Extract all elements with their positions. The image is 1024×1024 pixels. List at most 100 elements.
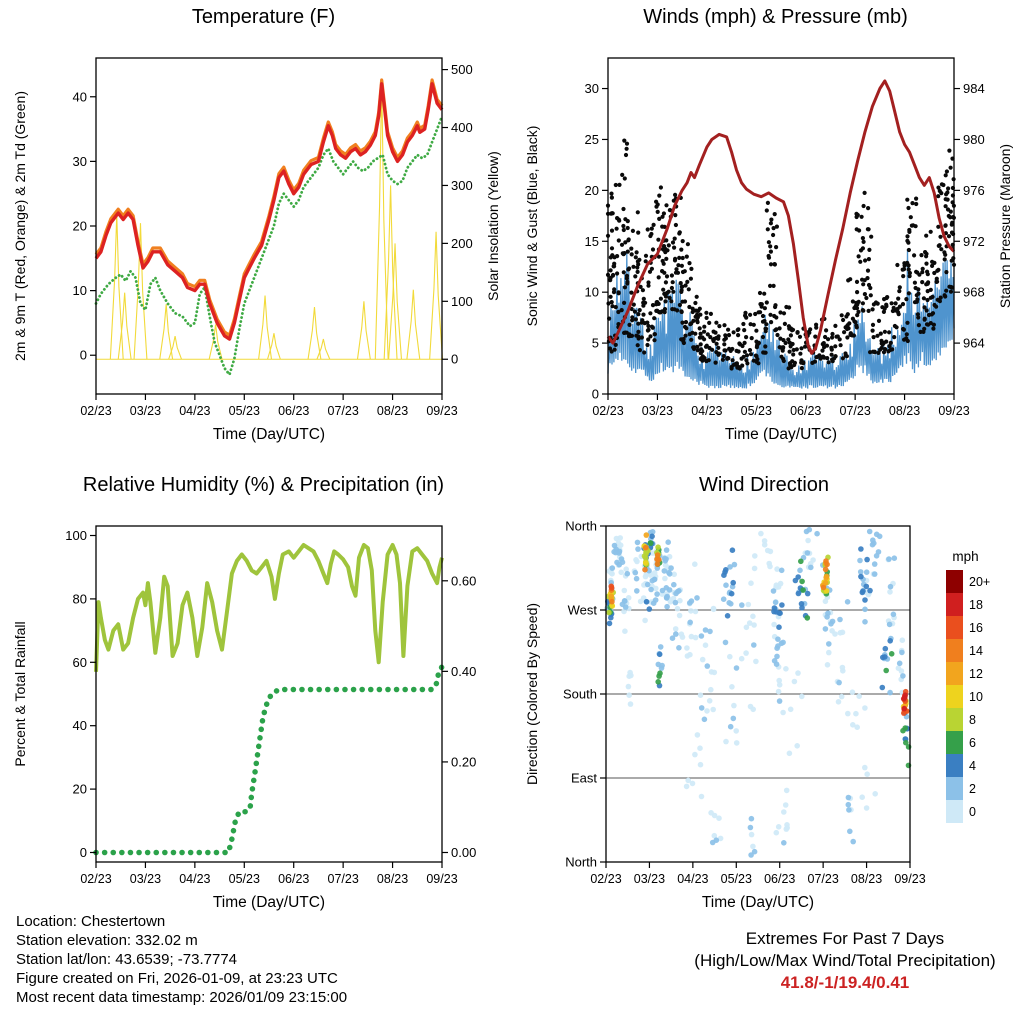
svg-text:25: 25 — [585, 132, 599, 147]
svg-text:Station Pressure (Maroon): Station Pressure (Maroon) — [997, 144, 1013, 308]
svg-text:6: 6 — [969, 736, 976, 750]
svg-text:Sonic Wind & Gust (Blue, Black: Sonic Wind & Gust (Blue, Black) — [524, 126, 540, 327]
svg-text:4: 4 — [969, 759, 976, 773]
station-info: Location: Chestertown Station elevation:… — [16, 912, 347, 1007]
svg-text:East: East — [571, 771, 597, 786]
svg-text:09/23: 09/23 — [894, 872, 925, 886]
svg-text:02/23: 02/23 — [80, 404, 111, 418]
svg-text:0: 0 — [451, 352, 458, 367]
wind-direction-chart: 02/23 03/23 04/23 05/23 06/23 07/23 08/23 09/23… — [524, 519, 990, 912]
svg-text:mph: mph — [952, 549, 978, 564]
svg-text:03/23: 03/23 — [130, 872, 161, 886]
svg-text:80: 80 — [73, 591, 87, 606]
svg-text:09/23: 09/23 — [426, 872, 457, 886]
svg-text:0: 0 — [969, 805, 976, 819]
svg-text:Time (Day/UTC): Time (Day/UTC) — [702, 894, 814, 911]
svg-text:14: 14 — [969, 644, 983, 658]
data-timestamp: Most recent data timestamp: 2026/01/09 2… — [16, 989, 348, 1006]
svg-text:07/23: 07/23 — [808, 872, 839, 886]
svg-text:Time (Day/UTC): Time (Day/UTC) — [213, 894, 325, 911]
svg-text:04/23: 04/23 — [179, 872, 210, 886]
svg-text:300: 300 — [451, 178, 473, 193]
svg-text:500: 500 — [451, 62, 473, 77]
figure-created: Figure created on Fri, 2026-01-09, at 23… — [16, 970, 338, 987]
svg-text:0: 0 — [592, 387, 599, 402]
svg-text:0.40: 0.40 — [451, 664, 476, 679]
svg-text:03/23: 03/23 — [634, 872, 665, 886]
svg-text:Percent & Total Rainfall: Percent & Total Rainfall — [12, 621, 28, 766]
svg-text:North: North — [565, 855, 597, 870]
winds-pressure-chart: 02/23 03/23 04/23 05/23 06/23 07/23 08/23 09/23… — [524, 57, 1013, 443]
svg-text:0.20: 0.20 — [451, 754, 476, 769]
wind-direction-panel: Wind Direction 02/23 03/23 04/23 05/23 06/23… — [520, 474, 1020, 920]
svg-text:16: 16 — [969, 621, 983, 635]
svg-text:0.60: 0.60 — [451, 573, 476, 588]
svg-text:30: 30 — [585, 81, 599, 96]
svg-text:05/23: 05/23 — [741, 404, 772, 418]
svg-text:400: 400 — [451, 120, 473, 135]
winds-pressure-panel: Winds (mph) & Pressure (mb) 02/23 03/23 04… — [520, 6, 1020, 452]
extremes-block: Extremes For Past 7 Days (High/Low/Max W… — [640, 928, 1024, 994]
svg-text:100: 100 — [451, 294, 473, 309]
svg-text:09/23: 09/23 — [938, 404, 969, 418]
svg-text:Solar Insolation (Yellow): Solar Insolation (Yellow) — [485, 151, 501, 301]
humidity-precip-chart: 02/23 03/23 04/23 05/23 06/23 07/23 08/23 09/23… — [12, 525, 476, 911]
svg-text:984: 984 — [963, 81, 985, 96]
temperature-panel: Temperature (F) 02/23 03/23 04/23 05/23 06/2… — [8, 6, 508, 452]
svg-text:0: 0 — [80, 348, 87, 363]
svg-text:08/23: 08/23 — [377, 872, 408, 886]
svg-text:Time (Day/UTC): Time (Day/UTC) — [725, 426, 837, 443]
svg-text:100: 100 — [65, 528, 87, 543]
svg-text:07/23: 07/23 — [328, 404, 359, 418]
svg-text:15: 15 — [585, 234, 599, 249]
temperature-title: Temperature (F) — [191, 6, 336, 28]
svg-text:20: 20 — [73, 782, 87, 797]
svg-text:02/23: 02/23 — [590, 872, 621, 886]
svg-text:06/23: 06/23 — [790, 404, 821, 418]
svg-text:07/23: 07/23 — [328, 872, 359, 886]
svg-text:09/23: 09/23 — [426, 404, 457, 418]
svg-text:60: 60 — [73, 655, 87, 670]
svg-text:0.00: 0.00 — [451, 845, 476, 860]
svg-text:South: South — [563, 687, 597, 702]
extremes-subtitle: (High/Low/Max Wind/Total Precipitation) — [694, 951, 996, 970]
svg-text:02/23: 02/23 — [592, 404, 623, 418]
svg-text:08/23: 08/23 — [889, 404, 920, 418]
svg-text:04/23: 04/23 — [179, 404, 210, 418]
svg-text:40: 40 — [73, 718, 87, 733]
station-latlon: Station lat/lon: 43.6539; -73.7774 — [16, 951, 238, 968]
extremes-title: Extremes For Past 7 Days — [745, 929, 945, 948]
svg-text:972: 972 — [963, 234, 985, 249]
svg-text:2m & 9m T (Red, Orange) & 2m T: 2m & 9m T (Red, Orange) & 2m Td (Green) — [12, 91, 28, 361]
extremes-values: 41.8/-1/19.4/0.41 — [780, 973, 910, 992]
temperature-chart: 02/23 03/23 04/23 05/23 06/23 07/23 08/23 09/23… — [12, 57, 501, 443]
svg-text:20+: 20+ — [969, 575, 990, 589]
svg-text:40: 40 — [73, 89, 87, 104]
svg-text:8: 8 — [969, 713, 976, 727]
svg-text:06/23: 06/23 — [764, 872, 795, 886]
svg-text:03/23: 03/23 — [642, 404, 673, 418]
svg-text:10: 10 — [73, 283, 87, 298]
svg-text:0: 0 — [80, 845, 87, 860]
svg-text:20: 20 — [585, 183, 599, 198]
svg-text:07/23: 07/23 — [840, 404, 871, 418]
station-location: Location: Chestertown — [16, 913, 166, 930]
svg-text:968: 968 — [963, 285, 985, 300]
humidity-precip-title: Relative Humidity (%) & Precipitation (i… — [82, 474, 445, 496]
humidity-precip-panel: Relative Humidity (%) & Precipitation (i… — [8, 474, 508, 920]
svg-text:North: North — [565, 519, 597, 534]
svg-text:02/23: 02/23 — [80, 872, 111, 886]
svg-text:12: 12 — [969, 667, 983, 681]
svg-text:04/23: 04/23 — [691, 404, 722, 418]
svg-text:980: 980 — [963, 132, 985, 147]
svg-text:Time (Day/UTC): Time (Day/UTC) — [213, 426, 325, 443]
svg-text:06/23: 06/23 — [278, 872, 309, 886]
svg-text:30: 30 — [73, 154, 87, 169]
svg-text:10: 10 — [969, 690, 983, 704]
svg-text:964: 964 — [963, 336, 985, 351]
svg-text:10: 10 — [585, 285, 599, 300]
svg-text:05/23: 05/23 — [229, 872, 260, 886]
svg-text:04/23: 04/23 — [677, 872, 708, 886]
svg-text:05/23: 05/23 — [229, 404, 260, 418]
